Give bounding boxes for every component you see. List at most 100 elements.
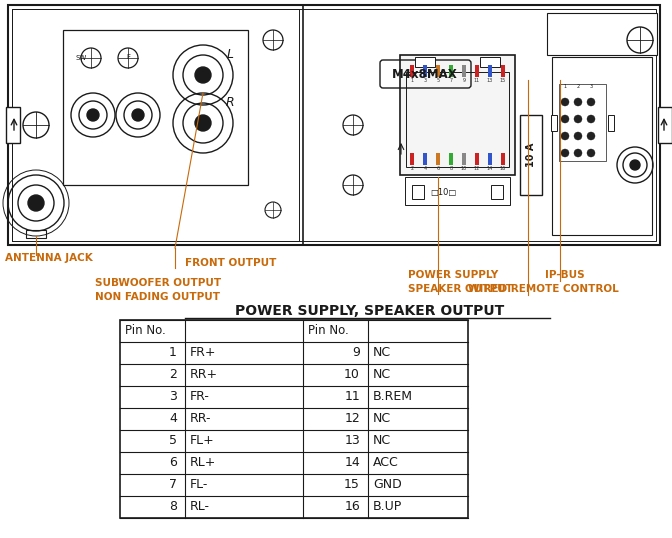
- Bar: [488, 153, 492, 165]
- Text: NC: NC: [373, 413, 391, 426]
- Text: 4: 4: [423, 166, 427, 171]
- Circle shape: [630, 160, 640, 170]
- Bar: [501, 65, 505, 77]
- Circle shape: [574, 149, 582, 157]
- Text: IP-BUS: IP-BUS: [545, 270, 585, 280]
- Bar: [520, 115, 542, 195]
- Bar: [555, 80, 610, 165]
- Text: GND: GND: [373, 478, 402, 492]
- Bar: [423, 65, 427, 77]
- Circle shape: [195, 67, 211, 83]
- Circle shape: [574, 98, 582, 106]
- Text: 9: 9: [352, 346, 360, 359]
- Bar: [501, 153, 505, 165]
- Bar: [405, 177, 510, 205]
- Bar: [26, 230, 46, 238]
- Text: 1: 1: [563, 83, 566, 88]
- Text: FR-: FR-: [190, 391, 210, 404]
- Text: 10: 10: [461, 166, 467, 171]
- Bar: [480, 57, 500, 67]
- Text: RR+: RR+: [190, 369, 218, 381]
- Text: 14: 14: [344, 457, 360, 470]
- Bar: [488, 65, 492, 77]
- Bar: [412, 185, 424, 199]
- Text: 6: 6: [169, 457, 177, 470]
- Bar: [491, 185, 503, 199]
- Bar: [436, 153, 440, 165]
- Text: 3: 3: [169, 391, 177, 404]
- Text: 3: 3: [423, 78, 427, 83]
- Text: 13: 13: [344, 435, 360, 448]
- Text: 5: 5: [169, 435, 177, 448]
- Text: M4x8MAX: M4x8MAX: [392, 67, 458, 81]
- Circle shape: [28, 195, 44, 211]
- Text: NC: NC: [373, 435, 391, 448]
- Text: 14: 14: [487, 166, 493, 171]
- Text: R: R: [226, 96, 235, 110]
- Text: 9: 9: [462, 78, 466, 83]
- Text: SW: SW: [75, 55, 87, 61]
- Text: Pin No.: Pin No.: [308, 324, 349, 337]
- Circle shape: [587, 98, 595, 106]
- Bar: [410, 65, 414, 77]
- Circle shape: [587, 132, 595, 140]
- Bar: [559, 84, 606, 161]
- Text: B.UP: B.UP: [373, 500, 403, 513]
- Text: 2: 2: [411, 166, 413, 171]
- Text: 15: 15: [500, 78, 506, 83]
- Text: SUBWOOFER OUTPUT: SUBWOOFER OUTPUT: [95, 278, 221, 288]
- Text: WIRED REMOTE CONTROL: WIRED REMOTE CONTROL: [468, 284, 619, 294]
- Text: RL+: RL+: [190, 457, 216, 470]
- Text: 5: 5: [436, 78, 439, 83]
- Text: 2: 2: [577, 83, 579, 88]
- Bar: [436, 65, 440, 77]
- Bar: [608, 115, 614, 131]
- Text: 12: 12: [474, 166, 480, 171]
- Bar: [552, 57, 652, 235]
- Text: RL-: RL-: [190, 500, 210, 513]
- Circle shape: [87, 109, 99, 121]
- Bar: [120, 320, 468, 518]
- Text: 16: 16: [500, 166, 506, 171]
- Text: ANTENNA JACK: ANTENNA JACK: [5, 253, 93, 263]
- Circle shape: [195, 115, 211, 131]
- Text: 3: 3: [589, 83, 593, 88]
- Text: 1: 1: [169, 346, 177, 359]
- Circle shape: [561, 132, 569, 140]
- Bar: [6, 107, 20, 143]
- Text: 11: 11: [474, 78, 480, 83]
- Text: FL+: FL+: [190, 435, 215, 448]
- Bar: [551, 115, 557, 131]
- Text: 6: 6: [436, 166, 439, 171]
- Text: 8: 8: [169, 500, 177, 513]
- Circle shape: [574, 115, 582, 123]
- Text: POWER SUPPLY: POWER SUPPLY: [408, 270, 498, 280]
- Text: 10 A: 10 A: [526, 143, 536, 167]
- Text: 2: 2: [169, 369, 177, 381]
- Text: ACC: ACC: [373, 457, 398, 470]
- Circle shape: [561, 115, 569, 123]
- Bar: [8, 5, 660, 245]
- Bar: [415, 57, 435, 67]
- Bar: [658, 107, 672, 143]
- Circle shape: [574, 132, 582, 140]
- Text: 7: 7: [169, 478, 177, 492]
- Text: NC: NC: [373, 346, 391, 359]
- Bar: [63, 30, 248, 185]
- Bar: [462, 65, 466, 77]
- Circle shape: [132, 109, 144, 121]
- Text: □10□: □10□: [430, 188, 456, 196]
- Text: 1: 1: [411, 78, 413, 83]
- Circle shape: [561, 149, 569, 157]
- Text: FRONT OUTPUT: FRONT OUTPUT: [185, 258, 276, 268]
- Bar: [423, 153, 427, 165]
- Circle shape: [587, 149, 595, 157]
- Text: 15: 15: [344, 478, 360, 492]
- Text: FL-: FL-: [190, 478, 208, 492]
- Text: L: L: [226, 48, 233, 61]
- Bar: [406, 72, 509, 167]
- Circle shape: [561, 98, 569, 106]
- Text: NON FADING OUTPUT: NON FADING OUTPUT: [95, 292, 220, 302]
- Text: 11: 11: [344, 391, 360, 404]
- Text: F: F: [126, 54, 130, 60]
